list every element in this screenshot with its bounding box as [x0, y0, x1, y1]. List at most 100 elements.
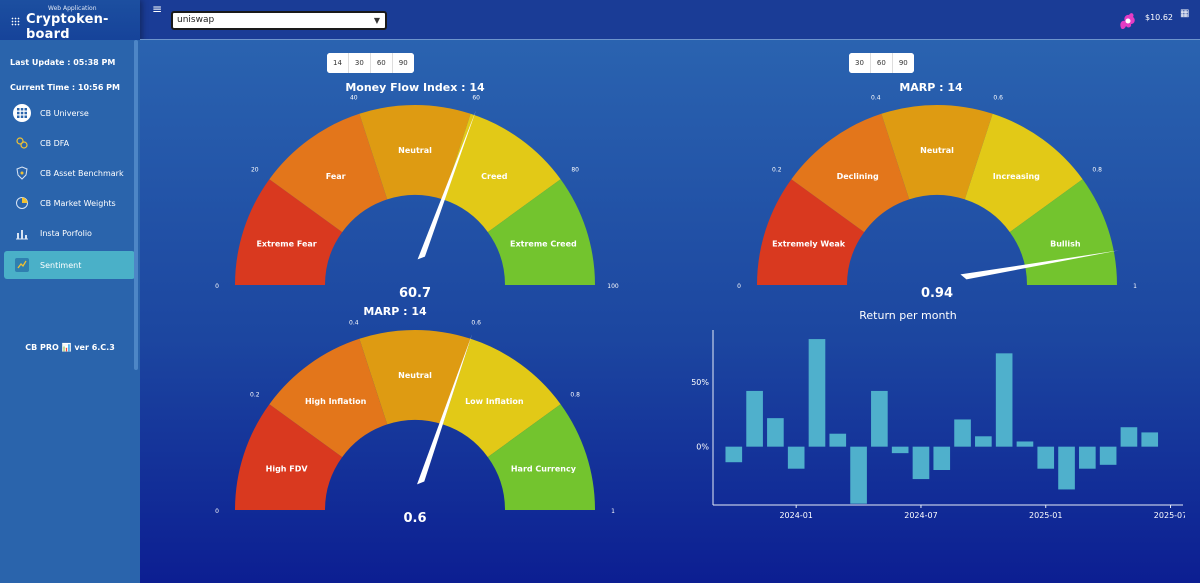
last-update: Last Update : 05:38 PM — [10, 58, 116, 67]
gauge-band — [235, 404, 343, 510]
sidebar-item-insta-porfolio[interactable]: Insta Porfolio — [4, 219, 135, 247]
sidebar-scrollbar[interactable] — [134, 40, 138, 370]
mfi-period-60-button[interactable]: 60 — [370, 53, 393, 73]
mfi-period-30-button[interactable]: 30 — [348, 53, 371, 73]
gauge-tick-label: 60 — [472, 95, 480, 102]
chart-bar — [808, 339, 826, 447]
inflation-gauge-title: MARP : 14 — [363, 305, 427, 318]
chart-bar — [1141, 432, 1159, 447]
gauge-band — [442, 338, 561, 458]
gauge-band — [269, 113, 388, 233]
gauge-tick-label: 0.4 — [349, 320, 359, 327]
gauge-band-label: Neutral — [398, 371, 432, 380]
marp-period-30-button[interactable]: 30 — [849, 53, 871, 73]
gauge-needle — [417, 110, 477, 260]
gauge-band-label: Neutral — [398, 146, 432, 155]
chart-bar — [787, 446, 805, 469]
version-label: CB PRO 📊 ver 6.C.3 — [25, 343, 115, 352]
gauge-needle — [960, 250, 1119, 280]
chart-bar — [725, 446, 743, 463]
coins-icon — [13, 134, 31, 152]
chart-bar — [871, 390, 888, 447]
gauge-tick-label: 0.4 — [871, 95, 881, 102]
gauge-band — [881, 105, 993, 200]
gauge-band-label: High Inflation — [305, 397, 367, 406]
balance: $10.62 — [1145, 13, 1173, 22]
sidebar-item-cb-market-weights[interactable]: CB Market Weights — [4, 189, 135, 217]
gauge-tick-label: 0 — [737, 283, 741, 290]
mfi-period-14-button[interactable]: 14 — [327, 53, 349, 73]
gauge-needle — [417, 334, 473, 485]
topbar: ≡ uniswap ▼ $10.62 ▦ — [140, 0, 1200, 40]
gauge-band-label: Bullish — [1050, 239, 1081, 248]
shield-icon — [13, 164, 31, 182]
marp-period-60-button[interactable]: 60 — [870, 53, 893, 73]
gauge-band — [235, 179, 343, 285]
chart-bar — [975, 436, 992, 447]
gauge-value: 0.94 — [921, 286, 953, 301]
gauge-band-label: Increasing — [993, 172, 1040, 181]
wallet-icon[interactable]: ▦ — [1180, 8, 1190, 19]
gauge-tick-label: 0.2 — [250, 392, 260, 399]
gauge-tick-label: 80 — [571, 167, 579, 174]
token-select[interactable]: uniswap ▼ — [171, 11, 387, 30]
chart-bar — [1079, 446, 1096, 469]
mfi-period-selector: 14 30 60 90 — [327, 53, 414, 73]
chart-y-tick-label: 0% — [696, 443, 709, 452]
marp-period-90-button[interactable]: 90 — [892, 53, 914, 73]
hamburger-menu-icon[interactable]: ≡ — [152, 2, 163, 16]
gauge-value: 0.6 — [403, 511, 426, 526]
sidebar-item-cb-dfa[interactable]: CB DFA — [4, 129, 135, 157]
mfi-gauge: Extreme Fear Fear Neutral Creed Extreme Cree… — [215, 95, 619, 301]
gauge-band — [791, 113, 910, 233]
chart-x-tick-label: 2025-07 — [1154, 511, 1185, 520]
gauge-band-label: Extreme Creed — [510, 239, 577, 248]
gauge-band-label: Fear — [326, 172, 346, 181]
chart-bar — [995, 353, 1013, 447]
gauge-band-label: Neutral — [920, 146, 954, 155]
gauge-tick-label: 1 — [611, 508, 615, 515]
sidebar-item-label: CB Asset Benchmark — [40, 168, 124, 178]
return-per-month-chart: Return per month 0% 50% 2024-01 2024-07 2025-… — [691, 309, 1185, 520]
sidebar-item-label: CB Market Weights — [40, 198, 116, 208]
gauge-tick-label: 0 — [215, 508, 219, 515]
sentiment-icon — [13, 256, 31, 274]
gauge-band-label: High FDV — [266, 464, 309, 473]
chart-bar — [829, 433, 847, 447]
chart-bar — [1099, 446, 1117, 465]
gauge-band-label: Low Inflation — [465, 397, 524, 406]
chart-bar — [954, 419, 971, 447]
gauge-band — [359, 105, 471, 200]
mfi-period-90-button[interactable]: 90 — [392, 53, 414, 73]
sidebar-item-sentiment[interactable]: Sentiment — [4, 251, 135, 279]
sidebar-item-cb-asset-benchmark[interactable]: CB Asset Benchmark — [4, 159, 135, 187]
brand-subtitle: Web Application — [48, 5, 97, 12]
sidebar: Web Application Cryptoken-board Last Upd… — [0, 0, 140, 583]
gauge-tick-label: 40 — [350, 95, 358, 102]
sidebar-item-label: Sentiment — [40, 260, 82, 270]
chart-bar — [746, 390, 763, 447]
gauge-band — [1009, 179, 1117, 285]
gauge-band — [964, 113, 1083, 233]
pie-icon — [13, 194, 31, 212]
sidebar-item-cb-universe[interactable]: CB Universe — [4, 99, 135, 127]
grid-icon — [13, 104, 31, 122]
gauge-tick-label: 0.8 — [570, 392, 580, 399]
chart-x-tick-label: 2024-01 — [779, 511, 812, 520]
marp-period-selector: 30 60 90 — [849, 53, 914, 73]
user-avatar-icon[interactable] — [1116, 9, 1138, 31]
chart-bar — [767, 418, 784, 447]
chart-bar — [1037, 446, 1055, 469]
gauge-band — [757, 179, 865, 285]
gauge-value: 60.7 — [399, 286, 431, 301]
gauge-band — [359, 330, 471, 425]
chart-title: Return per month — [859, 309, 956, 322]
gauge-tick-label: 0.8 — [1092, 167, 1102, 174]
gauge-tick-label: 0.6 — [993, 95, 1003, 102]
brand-name: Cryptoken-board — [26, 12, 109, 42]
chart-bar — [850, 446, 867, 504]
gauge-band — [487, 179, 595, 285]
marp-gauge-title: MARP : 14 — [899, 81, 963, 94]
gauge-tick-label: 0.6 — [471, 320, 481, 327]
chart-bar — [1120, 427, 1138, 447]
